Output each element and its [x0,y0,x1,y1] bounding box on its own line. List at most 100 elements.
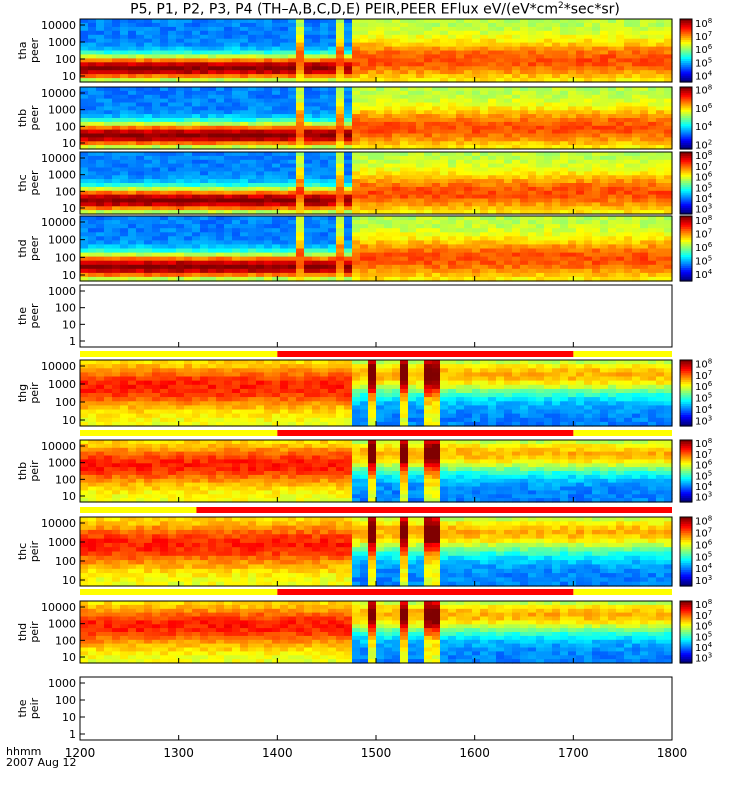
spectrogram-cell [440,190,449,196]
spectrogram-cell [392,62,401,67]
spectrogram-cell [184,252,193,258]
spectrogram-cell [328,159,337,165]
spectrogram-cell [104,236,113,241]
colorbar-swatch [680,144,692,148]
spectrogram-cell [472,159,481,165]
spectrogram-cell [600,118,609,123]
spectrogram-cell [200,141,209,146]
spectrogram-cell [400,252,409,258]
spectrogram-cell [296,252,305,258]
spectrogram-cell [576,194,585,200]
spectrogram-cell [496,114,505,119]
colorbar-tick-exponent: 7 [708,228,712,236]
spectrogram-cell [648,106,657,111]
spectrogram-cell [584,228,593,233]
spectrogram-cell [104,110,113,115]
spectrogram-cell [600,46,609,52]
spectrogram-cell [408,133,417,138]
spectrogram-cell [168,129,177,135]
spectrogram-cell [208,102,217,107]
spectrogram-cell [112,244,121,250]
spectrogram-cell [336,121,345,127]
spectrogram-cell [160,268,169,274]
spectrogram-cell [320,114,329,119]
spectrogram-cell [312,30,321,36]
spectrogram-cell [648,145,657,150]
spectrogram-cell [528,141,537,146]
colorbar-swatch [680,122,692,125]
spectrogram-cell [232,78,241,83]
spectrogram-cell [312,54,321,59]
spectrogram-cell [320,252,329,258]
spectrogram-cell [648,244,657,250]
spectrogram-cell [608,34,617,40]
spectrogram-cell [136,145,145,150]
spectrogram-cell [392,54,401,59]
spectrogram-cell [304,137,313,142]
spectrogram-cell [192,114,201,119]
spectrogram-cell [416,272,425,278]
spectrogram-cell [80,70,89,75]
spectrogram-cell [496,30,505,36]
spectrogram-cell [232,163,241,169]
spectrogram-cell [536,167,545,172]
spectrogram-cell [432,224,441,229]
spectrogram-cell [312,118,321,123]
spectrogram-cell [88,183,97,188]
spectrogram-cell [576,224,585,229]
spectrogram-cell [640,220,649,225]
spectrogram-cell [104,74,113,79]
panel-frame [79,284,673,348]
spectrogram-cell [608,50,617,55]
spectrogram-cell [368,206,377,211]
spectrogram-cell [584,34,593,40]
spectrogram-cell [664,216,673,221]
spectrogram-cell [272,110,281,115]
spectrogram-cell [96,98,105,104]
spectrogram-cell [328,210,337,215]
spectrogram-cell [544,58,553,63]
spectrogram-cell [192,194,201,200]
spectrogram-cell [336,46,345,52]
spectrogram-cell [528,248,537,254]
spectrogram-cell [608,46,617,52]
spectrogram-cell [480,118,489,123]
spectrogram-cell [624,133,633,138]
spectrogram-cell [632,155,641,161]
spectrogram-cell [312,155,321,161]
spectrogram-cell [264,94,273,100]
spectrogram-cell [496,167,505,172]
spectrogram-cell [456,256,465,262]
spectrogram-cell [256,74,265,79]
spectrogram-cell [304,171,313,176]
spectrogram-cell [592,248,601,254]
spectrogram-cell [448,121,457,127]
spectrogram-cell [224,50,233,55]
spectrogram-cell [200,118,209,123]
spectrogram-cell [192,87,201,92]
spectrogram-cell [408,22,417,28]
spectrogram-cell [424,260,433,266]
spectrogram-cell [112,264,121,270]
spectrogram-cell [184,256,193,262]
spectrogram-cell [216,58,225,63]
spectrogram-cell [80,190,89,196]
spectrogram-cell [96,179,105,184]
colorbar-swatch [680,93,692,96]
spectrogram-cell [216,240,225,246]
spectrogram-cell [232,167,241,172]
spectrogram-cell [336,114,345,119]
spectrogram-cell [616,114,625,119]
spectrogram-cell [304,268,313,274]
spectrogram-cell [312,34,321,40]
spectrogram-cell [248,240,257,246]
spectrogram-cell [528,224,537,229]
colorbar-tick-exponent: 4 [708,120,713,128]
spectrogram-cell [520,228,529,233]
spectrogram-cell [632,137,641,142]
spectrogram-cell [576,94,585,100]
spectrogram-cell [456,87,465,92]
spectrogram-cell [376,183,385,188]
spectrogram-cell [320,190,329,196]
spectrogram-cell [664,121,673,127]
